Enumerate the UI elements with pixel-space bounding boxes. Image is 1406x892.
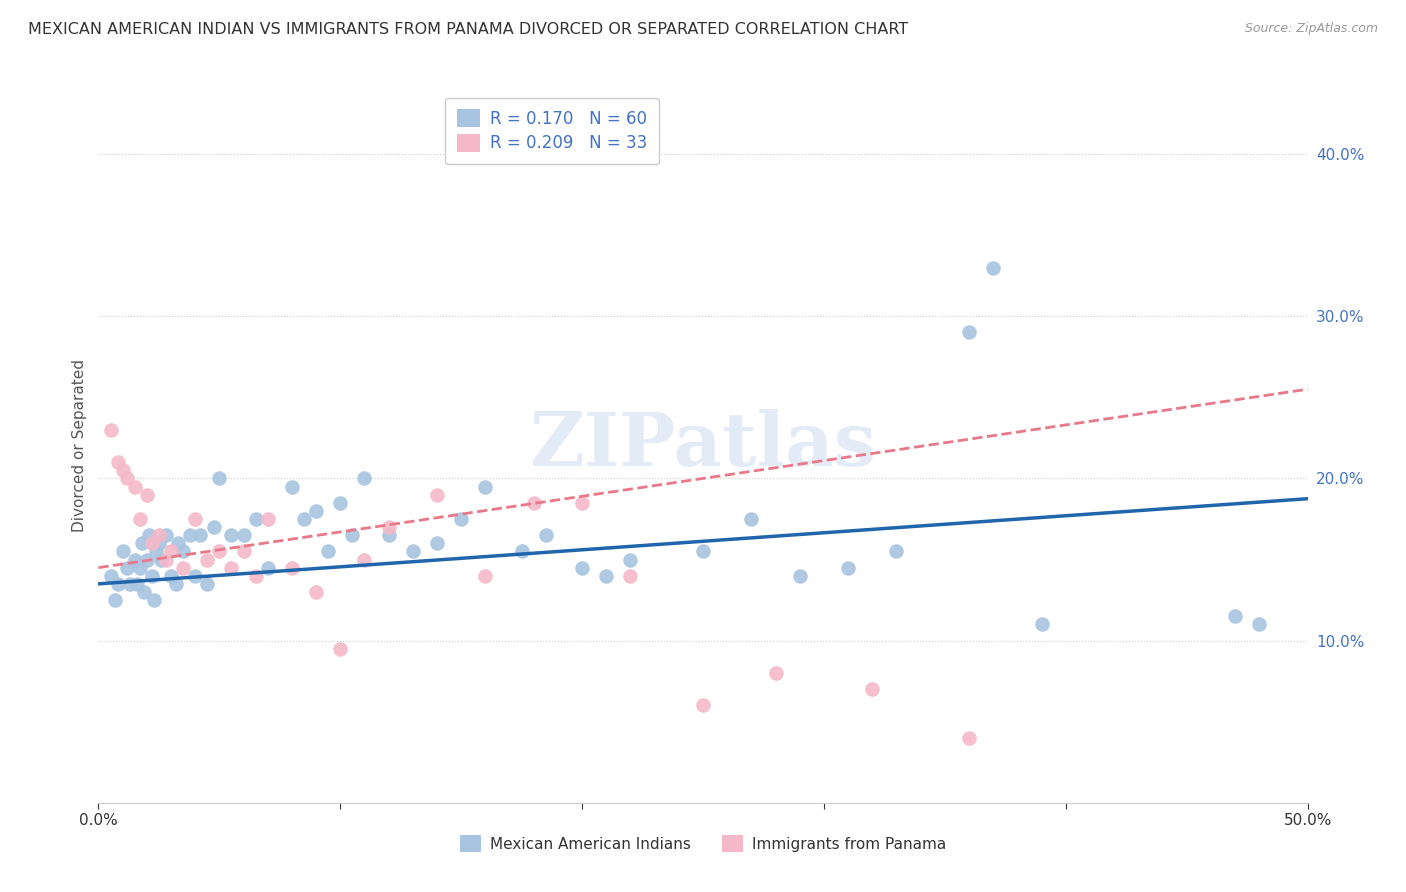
Point	[188, 528, 211, 542]
Point	[195, 577, 218, 591]
Point	[155, 528, 177, 542]
Point	[100, 568, 122, 582]
Point	[256, 512, 278, 526]
Point	[474, 479, 496, 493]
Text: MEXICAN AMERICAN INDIAN VS IMMIGRANTS FROM PANAMA DIVORCED OR SEPARATED CORRELAT: MEXICAN AMERICAN INDIAN VS IMMIGRANTS FR…	[28, 22, 908, 37]
Point	[450, 512, 472, 526]
Point	[571, 496, 593, 510]
Point	[141, 568, 163, 582]
Point	[1223, 609, 1246, 624]
Point	[135, 488, 157, 502]
Point	[232, 528, 254, 542]
Point	[128, 512, 150, 526]
Point	[523, 496, 546, 510]
Point	[155, 552, 177, 566]
Point	[204, 520, 226, 534]
Point	[107, 577, 129, 591]
Point	[595, 568, 617, 582]
Point	[292, 512, 315, 526]
Point	[245, 512, 267, 526]
Point	[957, 326, 980, 340]
Point	[740, 512, 762, 526]
Point	[571, 560, 593, 574]
Point	[104, 593, 127, 607]
Point	[195, 552, 218, 566]
Point	[860, 682, 883, 697]
Point	[316, 544, 339, 558]
Point	[957, 731, 980, 745]
Point	[145, 544, 167, 558]
Point	[179, 528, 201, 542]
Point	[138, 528, 160, 542]
Point	[329, 496, 352, 510]
Legend: Mexican American Indians, Immigrants from Panama: Mexican American Indians, Immigrants fro…	[451, 828, 955, 859]
Point	[143, 593, 166, 607]
Point	[107, 455, 129, 469]
Point	[510, 544, 533, 558]
Point	[160, 568, 183, 582]
Point	[1031, 617, 1053, 632]
Point	[165, 577, 187, 591]
Text: Source: ZipAtlas.com: Source: ZipAtlas.com	[1244, 22, 1378, 36]
Point	[148, 528, 170, 542]
Point	[692, 698, 714, 713]
Point	[353, 552, 375, 566]
Point	[208, 544, 231, 558]
Point	[160, 544, 183, 558]
Point	[305, 504, 328, 518]
Point	[118, 577, 141, 591]
Text: ZIPatlas: ZIPatlas	[530, 409, 876, 483]
Point	[172, 560, 194, 574]
Point	[184, 512, 207, 526]
Point	[619, 552, 641, 566]
Point	[117, 560, 139, 574]
Point	[342, 528, 364, 542]
Point	[148, 536, 170, 550]
Point	[619, 568, 641, 582]
Point	[232, 544, 254, 558]
Point	[1249, 617, 1271, 632]
Point	[281, 479, 304, 493]
Point	[981, 260, 1004, 275]
Point	[474, 568, 496, 582]
Point	[377, 528, 399, 542]
Point	[377, 520, 399, 534]
Point	[692, 544, 714, 558]
Point	[221, 528, 243, 542]
Point	[208, 471, 231, 485]
Point	[150, 552, 173, 566]
Point	[131, 536, 153, 550]
Point	[426, 488, 449, 502]
Point	[765, 666, 787, 681]
Point	[256, 560, 278, 574]
Point	[111, 463, 134, 477]
Point	[100, 423, 122, 437]
Point	[353, 471, 375, 485]
Point	[789, 568, 811, 582]
Point	[167, 536, 190, 550]
Point	[111, 544, 134, 558]
Point	[329, 641, 352, 656]
Point	[124, 552, 146, 566]
Point	[117, 471, 139, 485]
Point	[184, 568, 207, 582]
Point	[534, 528, 557, 542]
Point	[127, 577, 149, 591]
Point	[281, 560, 304, 574]
Point	[221, 560, 243, 574]
Point	[402, 544, 425, 558]
Point	[886, 544, 908, 558]
Point	[128, 560, 150, 574]
Point	[134, 585, 156, 599]
Y-axis label: Divorced or Separated: Divorced or Separated	[72, 359, 87, 533]
Point	[124, 479, 146, 493]
Point	[245, 568, 267, 582]
Point	[141, 536, 163, 550]
Point	[135, 552, 157, 566]
Point	[837, 560, 859, 574]
Point	[305, 585, 328, 599]
Point	[172, 544, 194, 558]
Point	[426, 536, 449, 550]
